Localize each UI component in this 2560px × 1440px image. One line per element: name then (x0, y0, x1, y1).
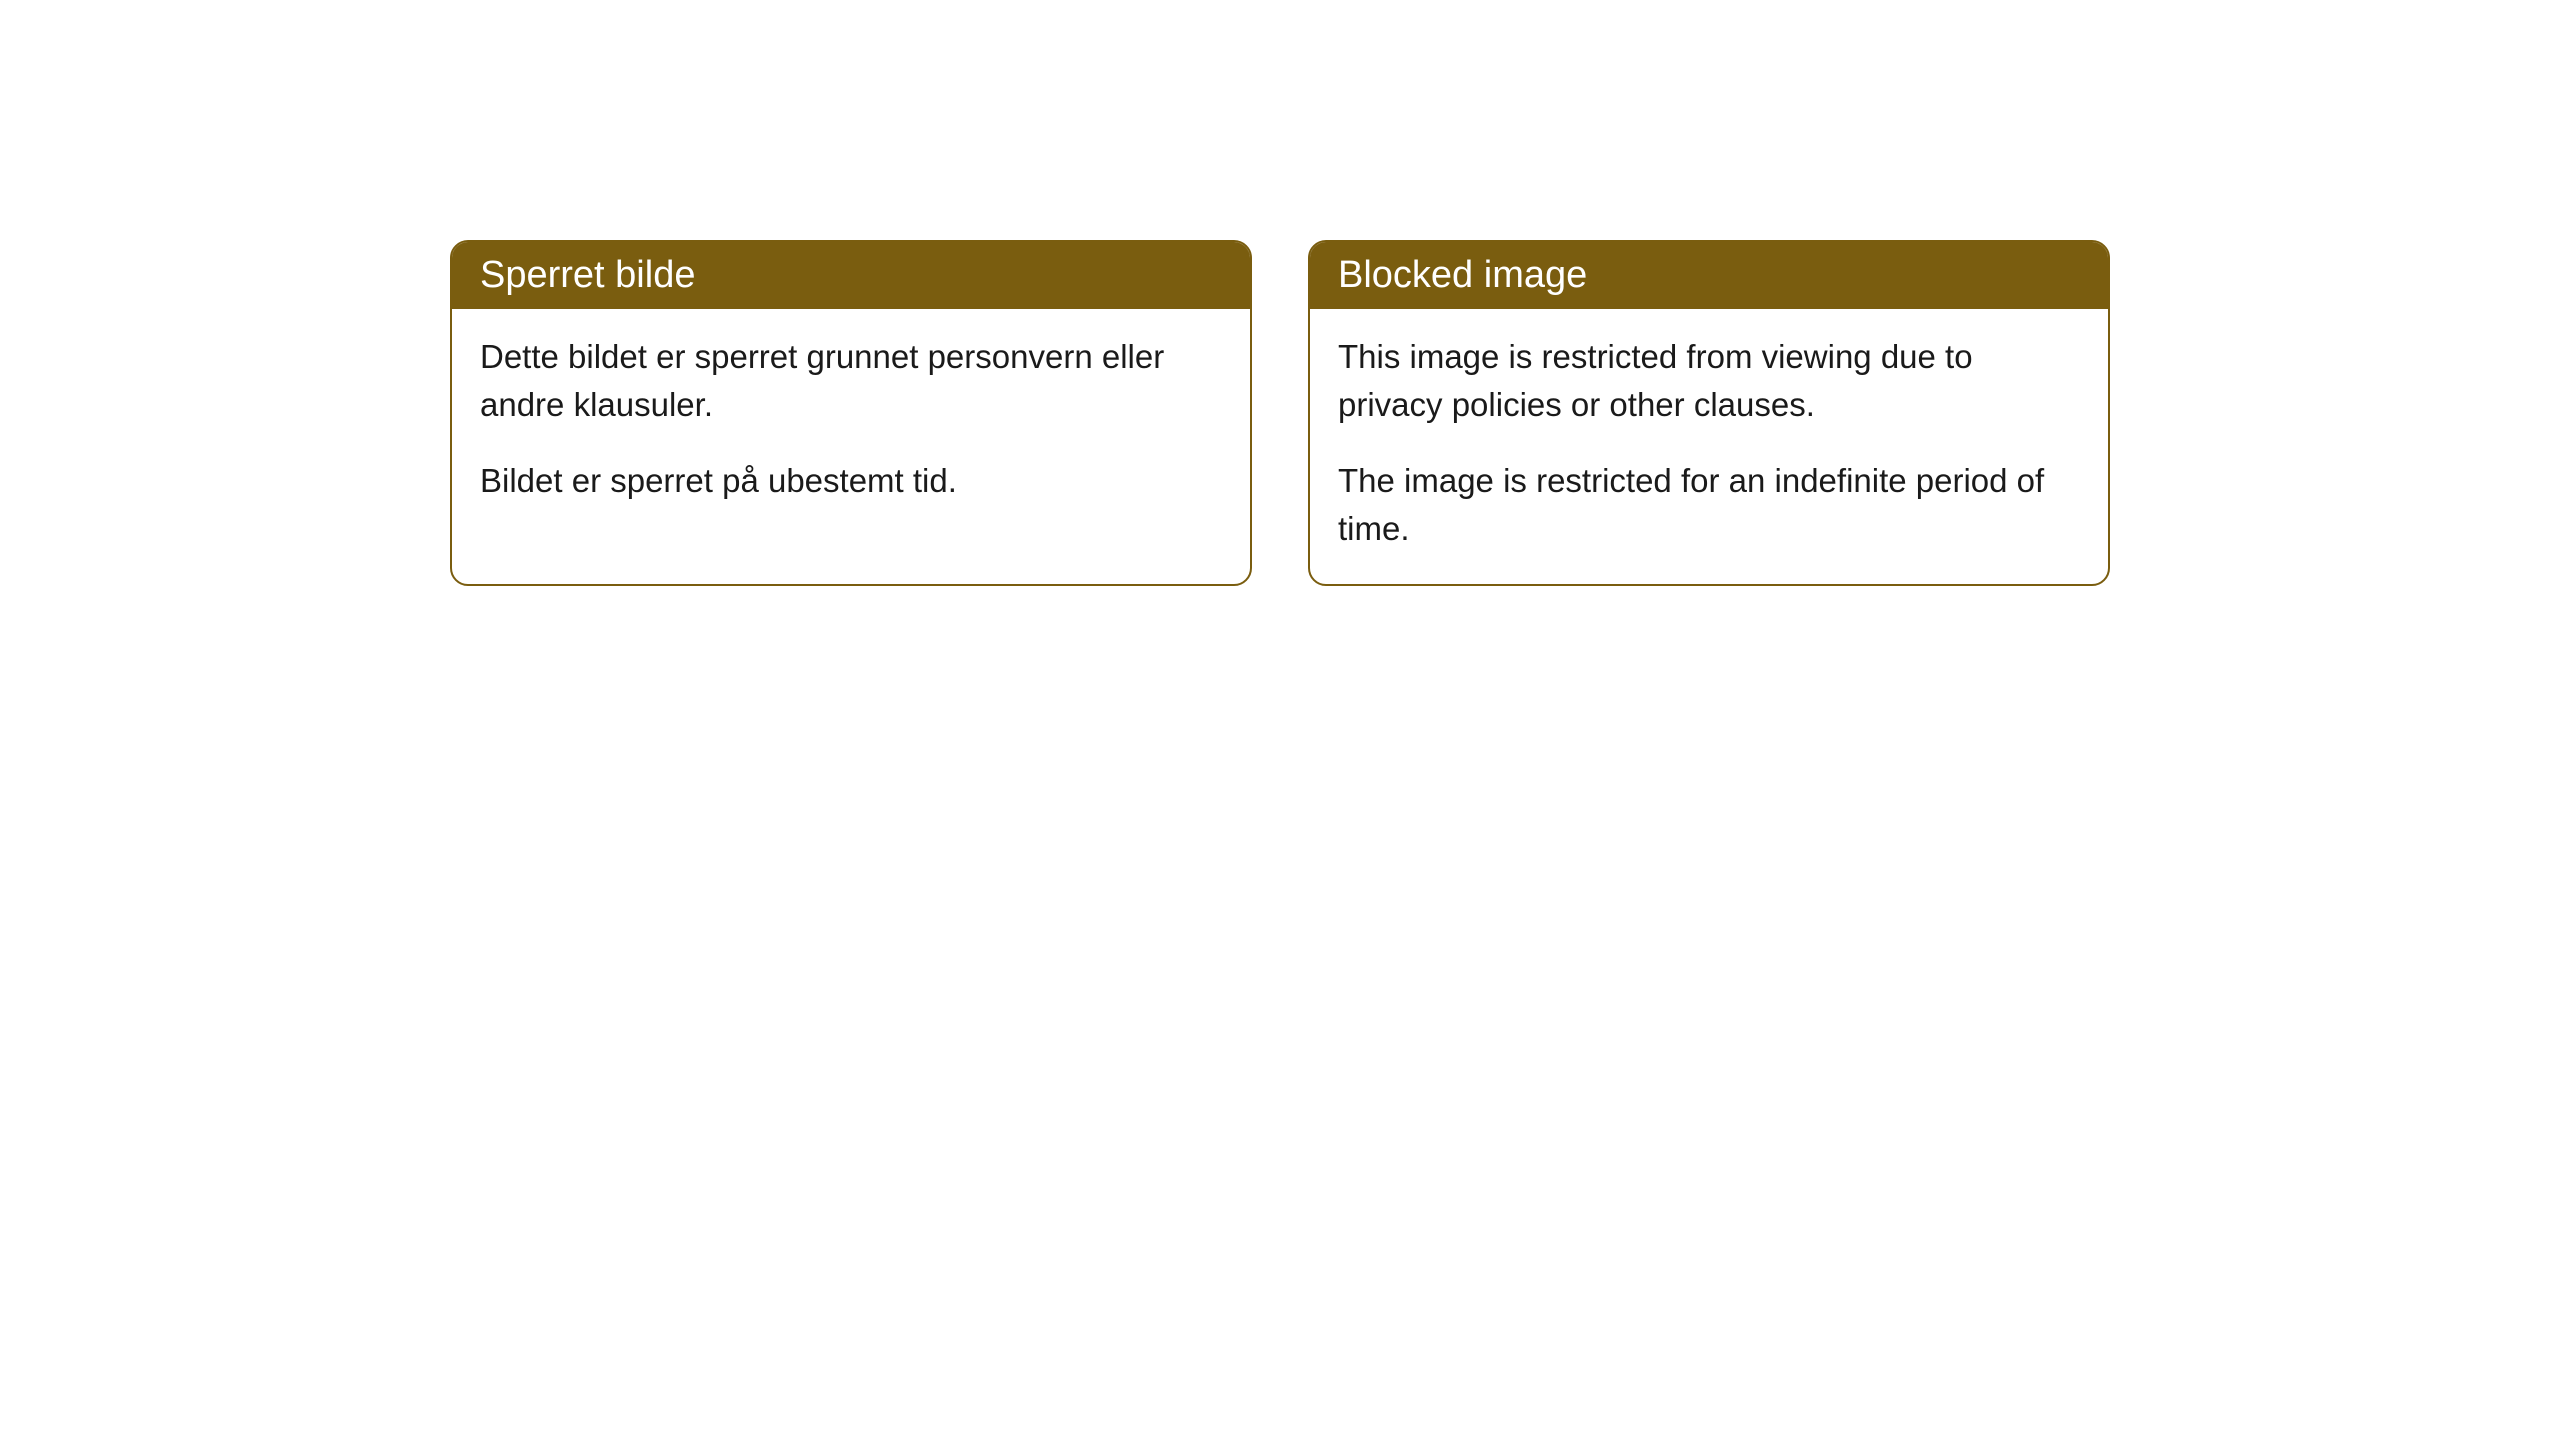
notice-card-english: Blocked image This image is restricted f… (1308, 240, 2110, 586)
notice-cards-container: Sperret bilde Dette bildet er sperret gr… (450, 240, 2110, 586)
card-title: Sperret bilde (480, 254, 695, 296)
card-paragraph: This image is restricted from viewing du… (1338, 333, 2080, 429)
card-body: This image is restricted from viewing du… (1310, 309, 2108, 584)
card-header: Sperret bilde (452, 242, 1250, 309)
card-paragraph: Bildet er sperret på ubestemt tid. (480, 457, 1222, 505)
card-paragraph: The image is restricted for an indefinit… (1338, 457, 2080, 553)
notice-card-norwegian: Sperret bilde Dette bildet er sperret gr… (450, 240, 1252, 586)
card-title: Blocked image (1338, 254, 1587, 296)
card-paragraph: Dette bildet er sperret grunnet personve… (480, 333, 1222, 429)
card-header: Blocked image (1310, 242, 2108, 309)
card-body: Dette bildet er sperret grunnet personve… (452, 309, 1250, 537)
